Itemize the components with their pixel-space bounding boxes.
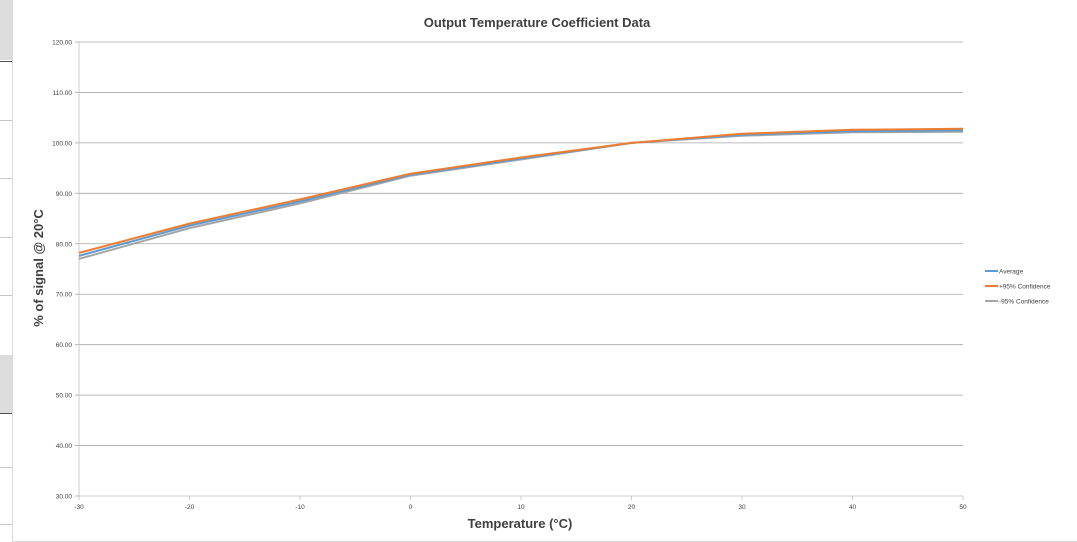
gridlines: [75, 41, 964, 500]
x-tick-labels: -30 -20 -10 0 10 20 30 40 50: [74, 504, 967, 511]
legend-label: Average: [999, 269, 1023, 276]
legend-label: +95% Confidence: [999, 284, 1051, 291]
x-tick-label: -30: [74, 504, 84, 511]
x-tick-label: -20: [185, 504, 195, 511]
y-tick-label: 70.00: [56, 292, 73, 299]
x-tick-label: 30: [738, 504, 746, 511]
sheet-gridline: [0, 178, 12, 179]
series-lines: [78, 127, 964, 260]
sheet-gridline: [0, 413, 12, 414]
x-tick-label: 0: [409, 504, 413, 511]
y-axis-label: % of signal @ 20°C: [31, 209, 46, 327]
sheet-gridline: [0, 295, 12, 296]
x-tick-label: 20: [628, 504, 636, 511]
y-tick-labels: 30.00 40.00 50.00 60.00 70.00 80.00 90.00 100.0…: [52, 40, 72, 501]
series-line-minus-95-confidence: [78, 130, 964, 260]
y-tick-label: 40.00: [56, 443, 73, 450]
legend-label: -95% Confidence: [999, 299, 1049, 306]
x-axis-label: Temperature (°C): [468, 516, 573, 531]
sheet-cell: [0, 0, 12, 60]
y-tick-label: 100.00: [52, 140, 72, 147]
y-tick-label: 120.00: [52, 40, 72, 47]
legend[interactable]: Average +95% Confidence -95% Confidence: [985, 269, 1051, 306]
x-tick-label: 40: [849, 504, 857, 511]
sheet-gridline: [0, 467, 12, 468]
x-tick-label: -10: [295, 504, 305, 511]
y-tick-label: 60.00: [56, 342, 73, 349]
sheet-gridline: [0, 237, 12, 238]
sheet-gridline: [0, 61, 12, 62]
sheet-gridline: [0, 120, 12, 121]
chart-title: Output Temperature Coefficient Data: [424, 15, 651, 30]
y-tick-label: 110.00: [53, 90, 73, 97]
series-line-plus-95-confidence: [78, 127, 964, 254]
y-tick-label: 50.00: [56, 393, 73, 400]
x-tick-label: 50: [959, 504, 967, 511]
sheet-cell: [0, 355, 12, 413]
sheet-gridline: [0, 524, 12, 525]
y-tick-label: 90.00: [56, 191, 73, 198]
y-tick-label: 30.00: [56, 494, 73, 501]
y-tick-label: 80.00: [56, 241, 73, 248]
x-tick-label: 10: [517, 504, 525, 511]
